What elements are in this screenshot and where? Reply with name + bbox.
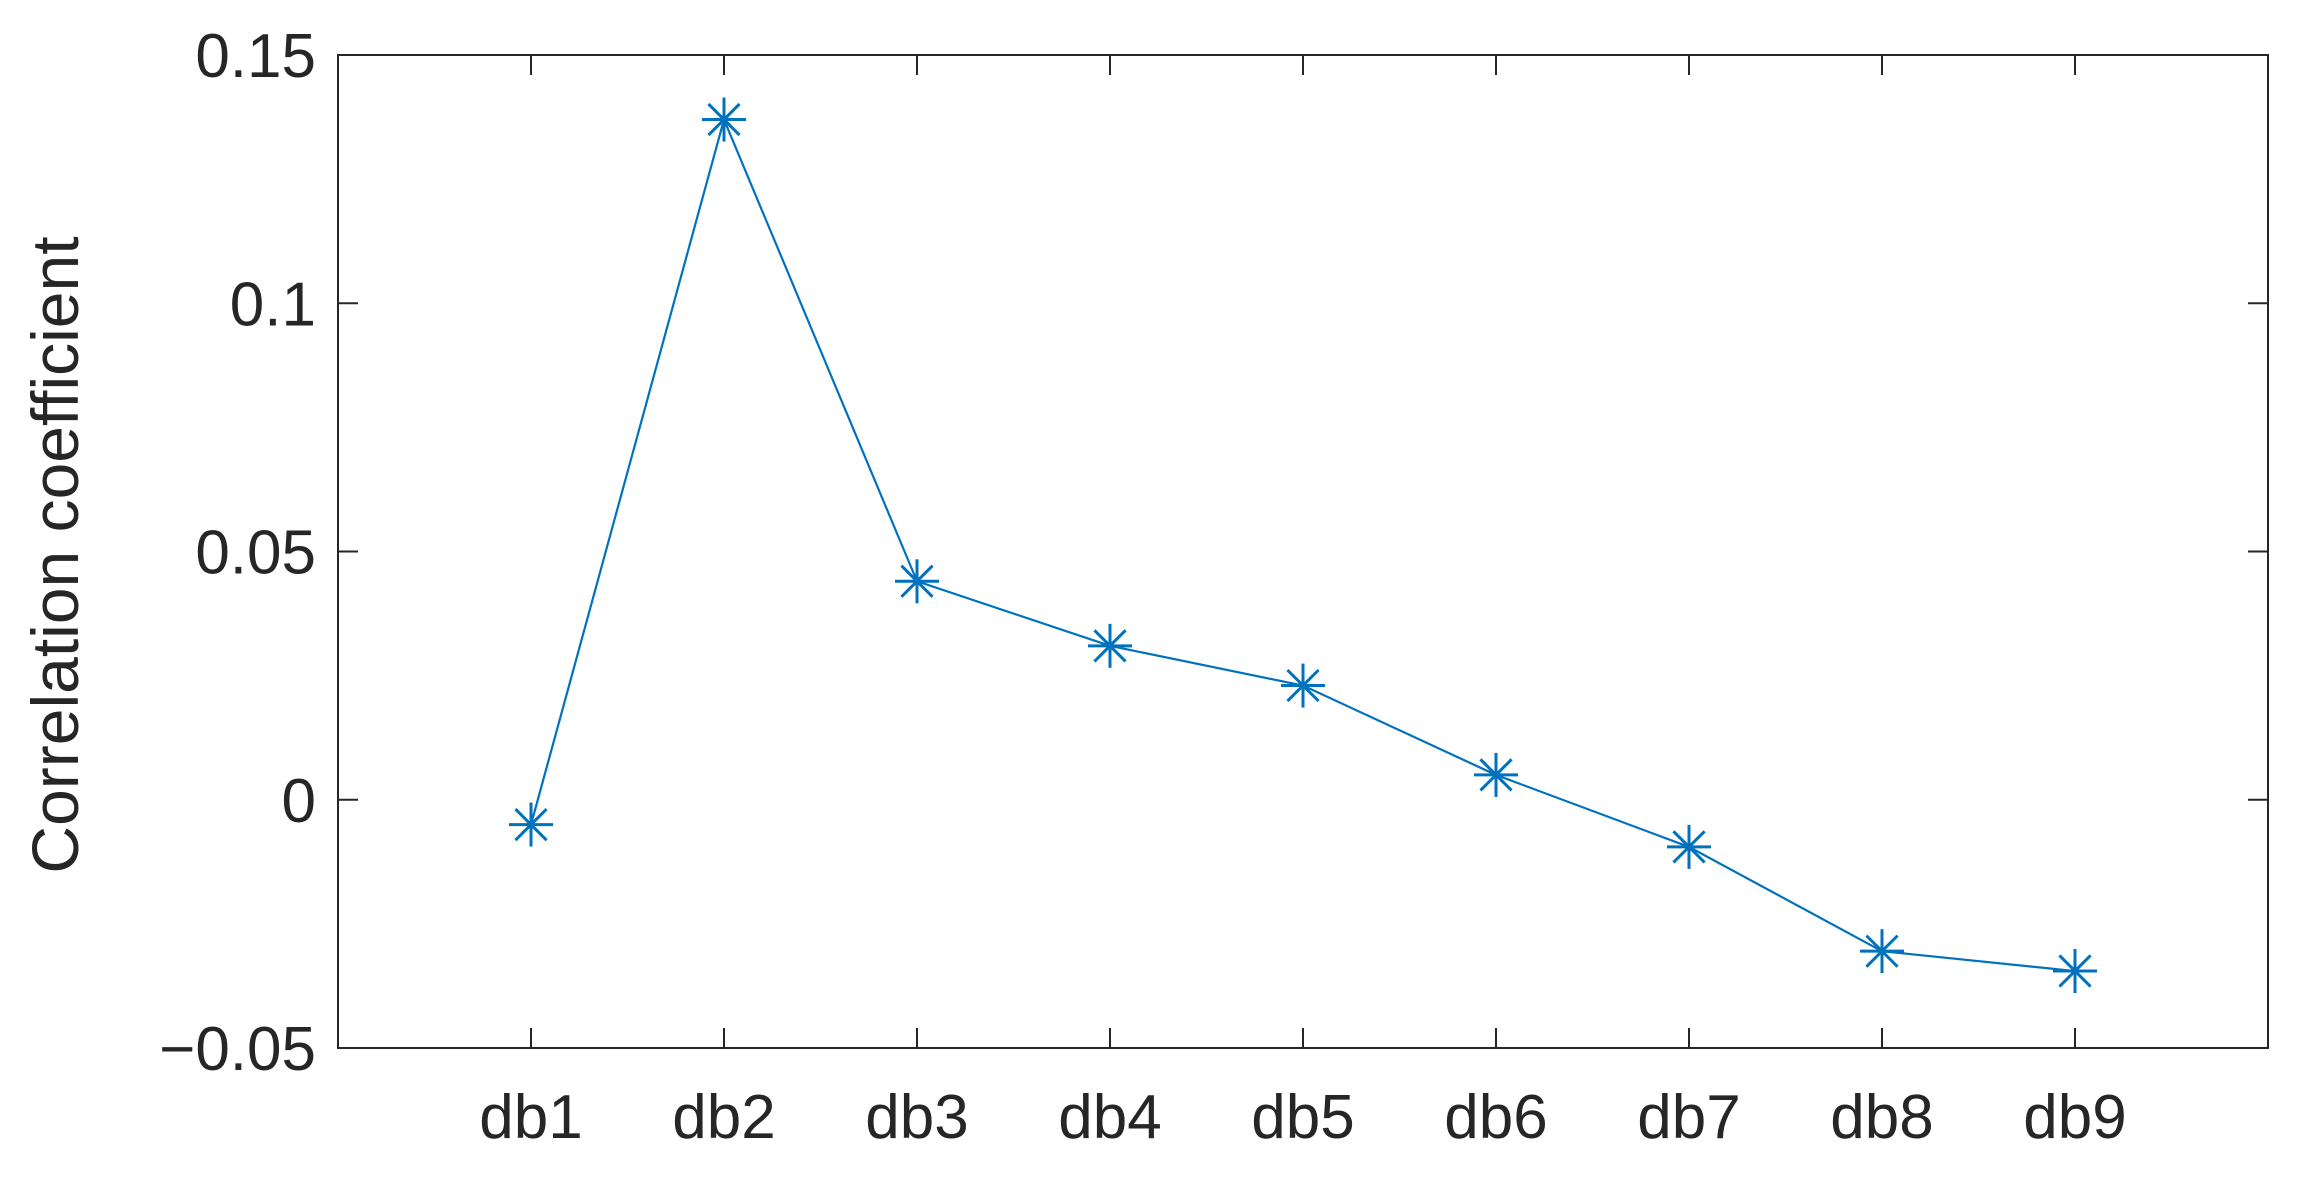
series-line [529, 116, 2076, 973]
data-point-db1 [509, 802, 553, 847]
series-layer [509, 97, 2097, 994]
x-tick-label-db2: db2 [672, 1083, 775, 1152]
axes-frame [337, 54, 2269, 1049]
y-tick-label: −0.05 [159, 1015, 316, 1084]
x-tick-label-db5: db5 [1251, 1083, 1354, 1152]
x-tick-label-db8: db8 [1830, 1083, 1933, 1152]
y-axis: −0.05 0 0.05 0.1 0.15 [159, 22, 2268, 1084]
x-tick-label-db4: db4 [1058, 1083, 1161, 1152]
x-tick-label-db7: db7 [1637, 1083, 1740, 1152]
x-tick-label-db3: db3 [865, 1083, 968, 1152]
plot-area-border [337, 54, 2269, 1049]
y-tick-label: 0.05 [195, 519, 316, 588]
data-point-db8 [1860, 929, 1904, 974]
data-point-db4 [1088, 623, 1132, 668]
y-tick-label: 0.15 [195, 22, 316, 91]
data-point-db2 [702, 97, 746, 142]
data-point-db7 [1667, 824, 1711, 869]
x-tick-label-db1: db1 [479, 1083, 582, 1152]
data-point-db9 [2053, 949, 2097, 994]
data-point-db6 [1474, 752, 1518, 797]
data-point-db5 [1281, 663, 1325, 708]
data-point-db3 [895, 559, 939, 604]
y-axis-label: Correlation coefficient [18, 236, 92, 873]
x-axis: db1 db2 db3 db4 db5 db6 db7 db8 db9 [479, 55, 2127, 1152]
x-tick-label-db6: db6 [1444, 1083, 1547, 1152]
x-tick-label-db9: db9 [2023, 1083, 2126, 1152]
y-tick-label: 0.1 [230, 270, 316, 339]
y-tick-label: 0 [282, 767, 316, 836]
